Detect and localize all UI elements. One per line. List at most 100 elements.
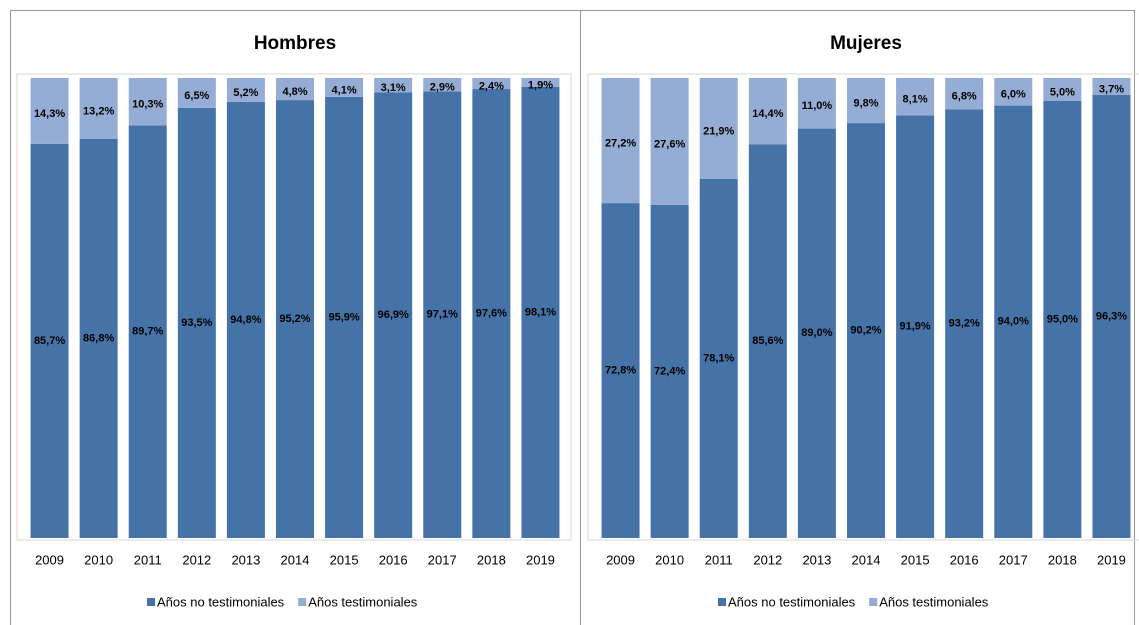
bar-segment	[945, 78, 984, 110]
x-tick-label: 2011	[705, 552, 733, 567]
x-tick-label: 2017	[999, 552, 1028, 567]
frame	[10, 10, 1135, 625]
bar-segment	[423, 78, 462, 92]
bar-segment	[276, 78, 314, 101]
x-tick-label: 2015	[901, 552, 930, 567]
bar-segment	[79, 138, 118, 538]
legend-swatch	[298, 598, 307, 606]
bar-segment	[994, 78, 1033, 106]
bar-segment	[177, 78, 216, 108]
data-label: 96,9%	[378, 309, 409, 321]
data-label: 11,0%	[802, 100, 833, 112]
x-tick-label: 2016	[950, 552, 979, 567]
x-tick-label: 2014	[281, 552, 310, 567]
data-label: 95,0%	[1047, 313, 1078, 325]
x-tick-label: 2018	[1048, 552, 1077, 567]
x-tick-label: 2011	[134, 552, 162, 567]
data-label: 93,2%	[949, 318, 980, 330]
data-label: 2,9%	[430, 82, 455, 94]
x-tick-label: 2014	[852, 552, 881, 567]
x-tick-label: 2012	[182, 552, 211, 567]
data-label: 3,7%	[1099, 83, 1124, 95]
bar-segment	[374, 92, 413, 538]
data-label: 72,4%	[654, 365, 685, 377]
bar-segment	[699, 178, 738, 539]
bar-segment	[423, 91, 462, 538]
legend-label: Años testimoniales	[879, 594, 989, 609]
bar-segment	[226, 101, 265, 539]
data-label: 10,3%	[132, 99, 163, 111]
x-tick-label: 2013	[802, 552, 831, 567]
data-label: 6,5%	[184, 90, 209, 102]
legend-swatch	[147, 598, 155, 606]
bar-segment	[472, 78, 511, 90]
legend-label: Años no testimoniales	[157, 594, 285, 609]
bar-segment	[30, 143, 69, 538]
data-label: 4,8%	[282, 86, 307, 98]
bar-segment	[226, 78, 265, 102]
bar-segment	[1043, 101, 1082, 538]
data-label: 78,1%	[703, 352, 734, 364]
data-label: 27,2%	[605, 137, 636, 149]
bar-segment	[521, 86, 560, 539]
bar-segment	[601, 203, 640, 538]
x-tick-label: 2016	[379, 552, 408, 567]
bar-segment	[128, 125, 167, 538]
data-label: 5,2%	[233, 87, 258, 99]
bar-segment	[1043, 78, 1082, 101]
data-label: 14,4%	[752, 108, 783, 120]
bar-segment	[128, 78, 167, 126]
bar-segment	[797, 78, 836, 129]
data-label: 5,0%	[1050, 86, 1075, 98]
data-label: 93,5%	[181, 317, 212, 329]
data-label: 85,6%	[752, 335, 783, 347]
bar-segment	[1092, 78, 1131, 96]
legend-swatch	[718, 598, 726, 606]
x-tick-label: 2013	[231, 552, 260, 567]
bar-segment	[1092, 95, 1131, 539]
bar-segment	[79, 78, 118, 139]
data-label: 91,9%	[899, 321, 930, 333]
x-tick-label: 2019	[526, 552, 555, 567]
chart-title: Hombres	[254, 33, 336, 54]
data-label: 95,9%	[328, 311, 359, 323]
legend-swatch	[869, 598, 878, 606]
data-label: 6,0%	[1001, 89, 1026, 101]
data-label: 1,9%	[528, 79, 553, 91]
data-label: 94,0%	[998, 316, 1029, 328]
bar-segment	[30, 78, 69, 144]
bar-segment	[650, 204, 689, 538]
bar-segment	[748, 78, 787, 145]
data-label: 85,7%	[34, 335, 65, 347]
bar-segment	[276, 100, 314, 538]
plot-area	[16, 73, 572, 541]
bar-segment	[177, 107, 216, 539]
data-label: 3,1%	[381, 82, 406, 94]
bar-segment	[847, 78, 885, 124]
data-label: 89,7%	[132, 326, 163, 338]
legend-label: Años no testimoniales	[728, 594, 856, 609]
bar-segment	[650, 78, 689, 205]
data-label: 86,8%	[83, 332, 114, 344]
data-label: 14,3%	[34, 108, 65, 120]
data-label: 72,8%	[605, 364, 636, 376]
x-tick-label: 2012	[753, 552, 782, 567]
data-label: 21,9%	[703, 125, 734, 137]
x-tick-label: 2018	[477, 552, 506, 567]
bar-segment	[847, 123, 885, 538]
x-tick-label: 2009	[606, 552, 635, 567]
x-tick-label: 2010	[655, 552, 684, 567]
data-label: 90,2%	[850, 324, 881, 336]
bar-segment	[374, 78, 413, 93]
data-label: 97,1%	[427, 309, 458, 321]
data-label: 27,6%	[654, 138, 685, 150]
bar-segment	[325, 96, 364, 539]
x-tick-label: 2017	[428, 552, 457, 567]
bar-segment	[699, 78, 738, 179]
data-label: 6,8%	[952, 91, 977, 103]
x-tick-label: 2010	[84, 552, 113, 567]
bar-segment	[994, 105, 1033, 538]
bar-segment	[797, 128, 836, 538]
bar-segment	[896, 115, 935, 538]
